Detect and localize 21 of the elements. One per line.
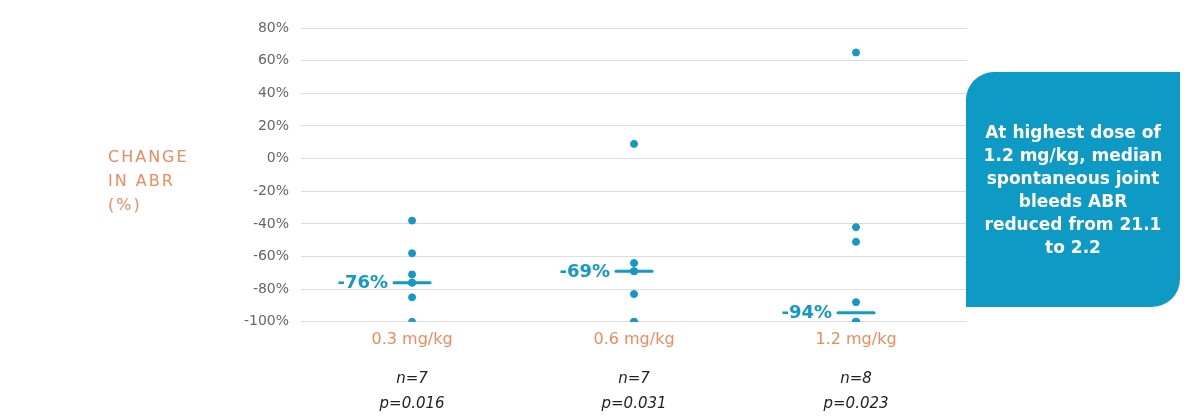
text: n=7 p=0.016 bbox=[378, 368, 445, 412]
y-tick-label: -40% bbox=[252, 214, 290, 231]
y-axis-title: CHANGE IN ABR (%) bbox=[108, 146, 190, 216]
x-tick-label: 0.3 mg/kg bbox=[371, 328, 453, 348]
text: n=8 p=0.023 bbox=[822, 368, 889, 412]
y-tick-label: -20% bbox=[252, 181, 290, 198]
annotation: -76% bbox=[337, 271, 389, 293]
y-tick-label: 60% bbox=[257, 51, 290, 68]
y-tick-label: -80% bbox=[252, 279, 290, 296]
y-tick-label: -100% bbox=[244, 312, 290, 329]
text: At highest dose of 1.2 mg/kg, median spontaneous joint bleeds ABR reduced from 21.1 to 2.2 bbox=[966, 72, 1180, 307]
text: n=7 p=0.031 bbox=[600, 368, 667, 412]
x-tick-label: 1.2 mg/kg bbox=[815, 328, 897, 348]
y-tick-label: -60% bbox=[252, 247, 290, 264]
x-tick-label: 0.6 mg/kg bbox=[593, 328, 675, 348]
annotation: -94% bbox=[781, 301, 833, 323]
y-tick-label: 80% bbox=[257, 18, 290, 35]
y-tick-label: 20% bbox=[257, 116, 290, 133]
annotation: -69% bbox=[559, 259, 611, 281]
y-tick-label: 40% bbox=[257, 83, 290, 100]
y-tick-label: 0% bbox=[266, 149, 290, 166]
